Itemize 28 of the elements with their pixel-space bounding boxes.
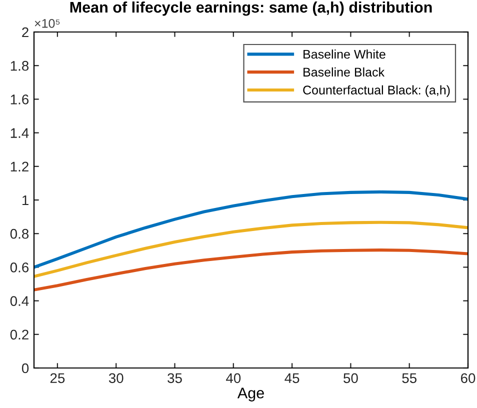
legend-label: Baseline Black [304, 67, 385, 77]
line-series [34, 220, 468, 278]
x-axis-title: Age [237, 388, 264, 402]
y-tick-label: 1 [22, 195, 28, 206]
line-series [34, 190, 468, 269]
y-tick-label: 2 [22, 27, 28, 38]
legend-label: Counterfactual Black: (a,h) [303, 85, 450, 97]
y-tick-label: 1.6 [10, 94, 29, 104]
y-tick-label: 0.6 [10, 262, 29, 272]
x-tick-label: 35 [168, 373, 182, 384]
x-tick-label: 60 [460, 373, 476, 384]
x-tick-label: 45 [284, 373, 300, 384]
y-tick-label: 0.8 [10, 228, 29, 239]
x-tick-label: 30 [108, 373, 124, 384]
text: ×10⁵ [34, 19, 60, 28]
x-tick-label: 55 [402, 373, 416, 384]
x-tick-label: 25 [50, 373, 65, 384]
y-tick-label: 0.4 [10, 296, 29, 306]
line-series [34, 248, 468, 292]
chart-title: Mean of lifecycle earnings: same (a,h) distribution [70, 1, 432, 16]
y-tick-label: 1.4 [10, 128, 29, 138]
y-tick-label: 0 [22, 363, 29, 374]
y-tick-label: 1.8 [10, 60, 29, 71]
x-tick-label: 40 [226, 373, 241, 384]
x-tick-label: 50 [344, 373, 358, 384]
y-tick-label: 0.2 [10, 330, 28, 340]
legend-label: Baseline White [304, 50, 386, 59]
y-tick-label: 1.2 [10, 162, 28, 172]
